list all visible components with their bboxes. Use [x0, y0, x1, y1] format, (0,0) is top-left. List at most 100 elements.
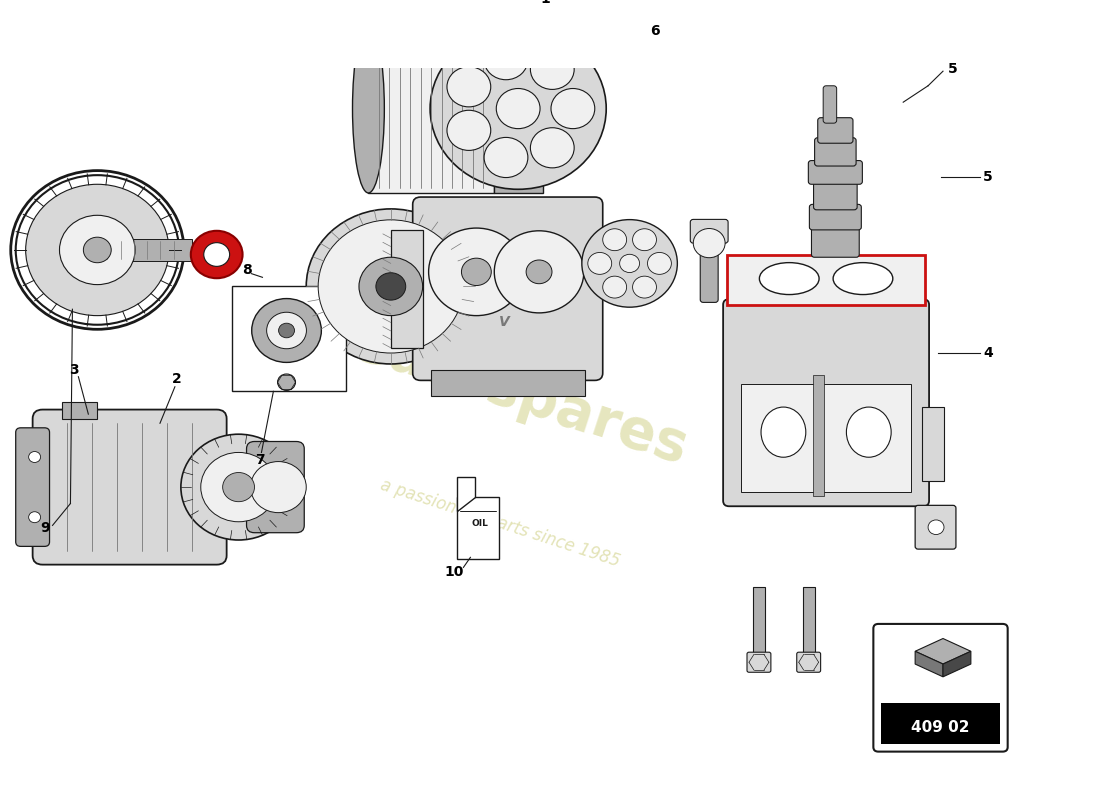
- FancyBboxPatch shape: [817, 118, 852, 143]
- Circle shape: [306, 209, 475, 364]
- Polygon shape: [943, 651, 971, 677]
- Text: 409 02: 409 02: [911, 720, 970, 735]
- FancyBboxPatch shape: [796, 652, 821, 672]
- FancyBboxPatch shape: [810, 204, 861, 230]
- Circle shape: [693, 229, 725, 258]
- Polygon shape: [458, 477, 475, 511]
- Text: eurospares: eurospares: [345, 316, 695, 476]
- Text: 5: 5: [948, 62, 958, 76]
- Circle shape: [494, 230, 584, 313]
- FancyBboxPatch shape: [754, 587, 764, 656]
- FancyBboxPatch shape: [390, 230, 422, 348]
- FancyBboxPatch shape: [922, 406, 944, 481]
- Circle shape: [278, 323, 295, 338]
- FancyBboxPatch shape: [102, 239, 191, 261]
- Circle shape: [29, 512, 41, 522]
- FancyBboxPatch shape: [471, 270, 510, 303]
- Circle shape: [251, 462, 306, 513]
- FancyBboxPatch shape: [723, 299, 930, 506]
- Circle shape: [484, 138, 528, 178]
- Text: OIL: OIL: [472, 519, 488, 528]
- Circle shape: [201, 453, 276, 522]
- Text: 5: 5: [983, 170, 992, 184]
- FancyBboxPatch shape: [813, 374, 825, 496]
- FancyBboxPatch shape: [915, 506, 956, 549]
- Circle shape: [447, 66, 491, 107]
- Ellipse shape: [759, 262, 820, 294]
- Circle shape: [587, 253, 612, 274]
- Circle shape: [180, 434, 296, 540]
- Circle shape: [496, 89, 540, 129]
- FancyBboxPatch shape: [246, 442, 305, 533]
- Polygon shape: [915, 638, 971, 664]
- FancyBboxPatch shape: [15, 428, 50, 546]
- Circle shape: [484, 39, 528, 80]
- Circle shape: [190, 230, 243, 278]
- Circle shape: [430, 28, 606, 190]
- Circle shape: [530, 50, 574, 90]
- Text: 4: 4: [983, 346, 992, 360]
- Circle shape: [447, 110, 491, 150]
- Circle shape: [603, 276, 627, 298]
- Text: V: V: [499, 315, 509, 330]
- Ellipse shape: [833, 262, 893, 294]
- Ellipse shape: [352, 24, 384, 193]
- Circle shape: [15, 175, 179, 325]
- Text: 1: 1: [540, 0, 550, 6]
- Ellipse shape: [846, 407, 891, 458]
- Circle shape: [84, 237, 111, 262]
- Text: 3: 3: [69, 363, 79, 378]
- FancyBboxPatch shape: [747, 652, 771, 672]
- Circle shape: [222, 473, 254, 502]
- Circle shape: [526, 260, 552, 284]
- Ellipse shape: [761, 407, 806, 458]
- FancyBboxPatch shape: [873, 624, 1008, 752]
- FancyBboxPatch shape: [812, 225, 859, 258]
- Circle shape: [429, 228, 524, 316]
- Circle shape: [277, 374, 296, 390]
- Circle shape: [530, 128, 574, 168]
- Circle shape: [25, 184, 169, 316]
- Circle shape: [648, 253, 671, 274]
- FancyBboxPatch shape: [803, 587, 815, 656]
- FancyBboxPatch shape: [368, 24, 494, 193]
- Circle shape: [266, 312, 307, 349]
- Text: 9: 9: [41, 521, 51, 535]
- Text: 10: 10: [444, 565, 464, 579]
- FancyBboxPatch shape: [232, 286, 346, 391]
- Circle shape: [619, 254, 639, 273]
- Circle shape: [252, 298, 321, 362]
- Circle shape: [204, 242, 230, 266]
- Circle shape: [318, 220, 463, 353]
- FancyBboxPatch shape: [63, 402, 97, 418]
- FancyBboxPatch shape: [412, 197, 603, 380]
- FancyBboxPatch shape: [815, 138, 856, 166]
- Circle shape: [359, 258, 422, 316]
- FancyBboxPatch shape: [691, 219, 728, 243]
- FancyBboxPatch shape: [701, 238, 718, 302]
- FancyBboxPatch shape: [494, 24, 542, 193]
- Circle shape: [29, 451, 41, 462]
- FancyBboxPatch shape: [430, 370, 585, 396]
- Text: 8: 8: [242, 263, 252, 277]
- FancyBboxPatch shape: [741, 384, 911, 492]
- FancyBboxPatch shape: [33, 410, 227, 565]
- Circle shape: [551, 89, 595, 129]
- Text: 7: 7: [255, 453, 264, 466]
- Circle shape: [928, 520, 944, 534]
- Text: 6: 6: [650, 24, 659, 38]
- Circle shape: [603, 229, 627, 250]
- Circle shape: [582, 220, 678, 307]
- Circle shape: [632, 276, 657, 298]
- Polygon shape: [915, 651, 943, 677]
- Circle shape: [376, 273, 406, 300]
- Circle shape: [461, 258, 492, 286]
- FancyBboxPatch shape: [814, 179, 857, 210]
- FancyBboxPatch shape: [823, 86, 837, 123]
- FancyBboxPatch shape: [727, 254, 925, 305]
- FancyBboxPatch shape: [388, 8, 510, 24]
- Circle shape: [59, 215, 135, 285]
- Text: 2: 2: [172, 373, 182, 386]
- FancyBboxPatch shape: [808, 161, 862, 184]
- Circle shape: [632, 229, 657, 250]
